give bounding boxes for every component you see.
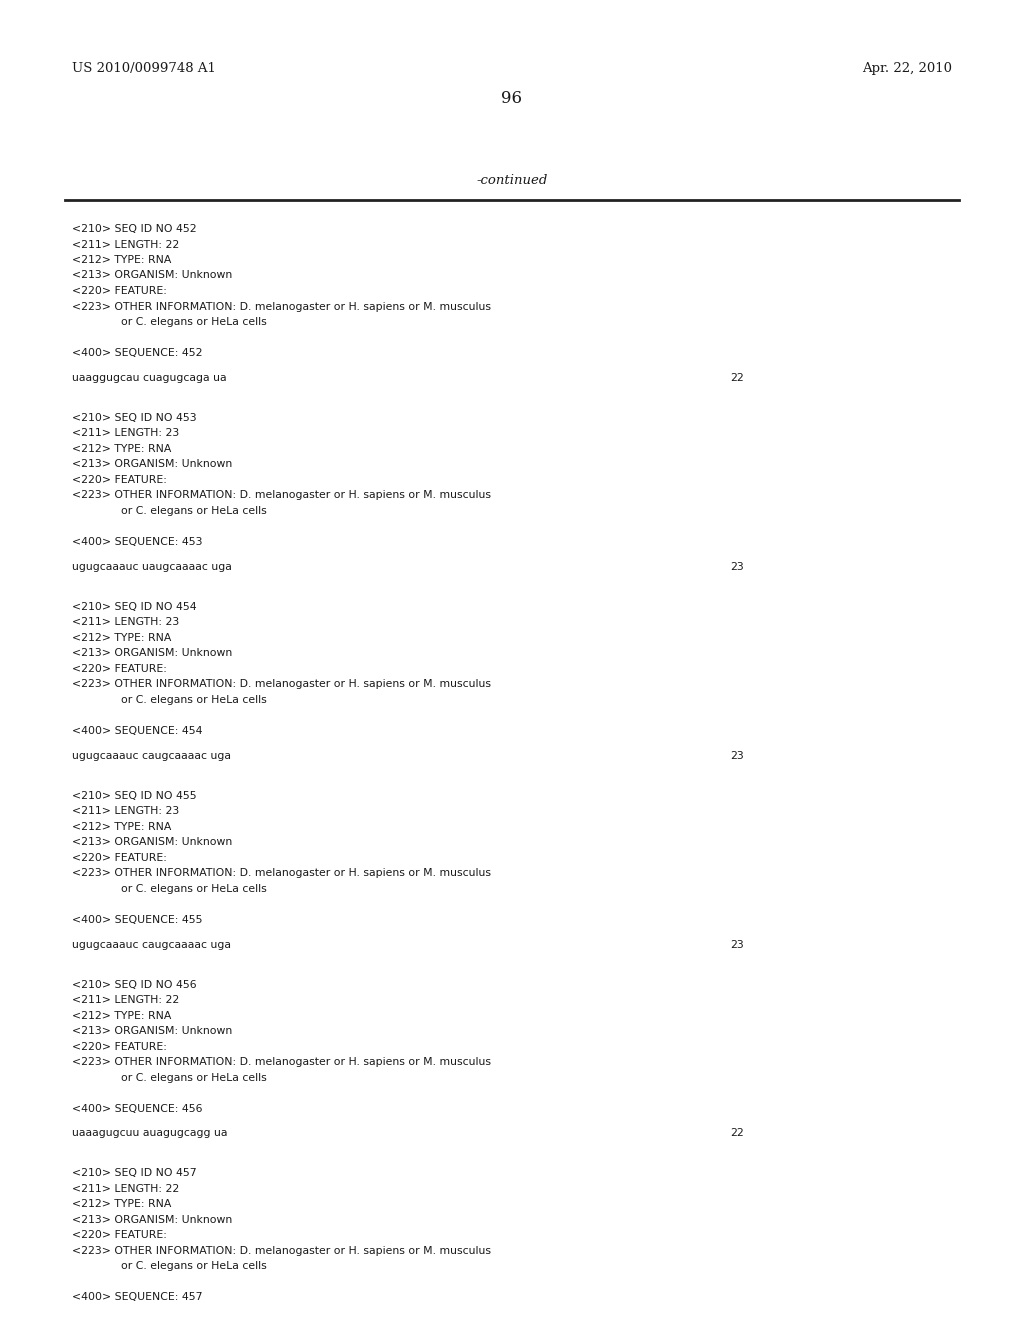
Text: or C. elegans or HeLa cells: or C. elegans or HeLa cells [72,883,266,894]
Text: <220> FEATURE:: <220> FEATURE: [72,664,167,673]
Text: or C. elegans or HeLa cells: or C. elegans or HeLa cells [72,317,266,327]
Text: <220> FEATURE:: <220> FEATURE: [72,1230,167,1241]
Text: -continued: -continued [476,174,548,187]
Text: <213> ORGANISM: Unknown: <213> ORGANISM: Unknown [72,459,232,470]
Text: <212> TYPE: RNA: <212> TYPE: RNA [72,821,171,832]
Text: <223> OTHER INFORMATION: D. melanogaster or H. sapiens or M. musculus: <223> OTHER INFORMATION: D. melanogaster… [72,680,490,689]
Text: uaaagugcuu auagugcagg ua: uaaagugcuu auagugcagg ua [72,1129,227,1138]
Text: 23: 23 [730,751,743,760]
Text: <211> LENGTH: 23: <211> LENGTH: 23 [72,429,179,438]
Text: or C. elegans or HeLa cells: or C. elegans or HeLa cells [72,506,266,516]
Text: <223> OTHER INFORMATION: D. melanogaster or H. sapiens or M. musculus: <223> OTHER INFORMATION: D. melanogaster… [72,491,490,500]
Text: or C. elegans or HeLa cells: or C. elegans or HeLa cells [72,1262,266,1271]
Text: <210> SEQ ID NO 456: <210> SEQ ID NO 456 [72,979,197,990]
Text: <211> LENGTH: 22: <211> LENGTH: 22 [72,1184,179,1195]
Text: <400> SEQUENCE: 452: <400> SEQUENCE: 452 [72,348,203,358]
Text: <400> SEQUENCE: 455: <400> SEQUENCE: 455 [72,915,203,925]
Text: <213> ORGANISM: Unknown: <213> ORGANISM: Unknown [72,837,232,847]
Text: or C. elegans or HeLa cells: or C. elegans or HeLa cells [72,694,266,705]
Text: <400> SEQUENCE: 453: <400> SEQUENCE: 453 [72,537,203,546]
Text: <223> OTHER INFORMATION: D. melanogaster or H. sapiens or M. musculus: <223> OTHER INFORMATION: D. melanogaster… [72,301,490,312]
Text: <211> LENGTH: 22: <211> LENGTH: 22 [72,239,179,249]
Text: <210> SEQ ID NO 454: <210> SEQ ID NO 454 [72,602,197,611]
Text: <220> FEATURE:: <220> FEATURE: [72,286,167,296]
Text: <213> ORGANISM: Unknown: <213> ORGANISM: Unknown [72,1214,232,1225]
Text: ugugcaaauc caugcaaaac uga: ugugcaaauc caugcaaaac uga [72,940,231,949]
Text: US 2010/0099748 A1: US 2010/0099748 A1 [72,62,216,75]
Text: 23: 23 [730,940,743,949]
Text: <400> SEQUENCE: 457: <400> SEQUENCE: 457 [72,1292,203,1303]
Text: <223> OTHER INFORMATION: D. melanogaster or H. sapiens or M. musculus: <223> OTHER INFORMATION: D. melanogaster… [72,1057,490,1067]
Text: <211> LENGTH: 22: <211> LENGTH: 22 [72,995,179,1005]
Text: <213> ORGANISM: Unknown: <213> ORGANISM: Unknown [72,1026,232,1036]
Text: <220> FEATURE:: <220> FEATURE: [72,853,167,863]
Text: ugugcaaauc caugcaaaac uga: ugugcaaauc caugcaaaac uga [72,751,231,760]
Text: 96: 96 [502,90,522,107]
Text: <213> ORGANISM: Unknown: <213> ORGANISM: Unknown [72,271,232,281]
Text: 22: 22 [730,1129,743,1138]
Text: <223> OTHER INFORMATION: D. melanogaster or H. sapiens or M. musculus: <223> OTHER INFORMATION: D. melanogaster… [72,869,490,878]
Text: <212> TYPE: RNA: <212> TYPE: RNA [72,444,171,454]
Text: Apr. 22, 2010: Apr. 22, 2010 [862,62,952,75]
Text: <210> SEQ ID NO 453: <210> SEQ ID NO 453 [72,413,197,422]
Text: <400> SEQUENCE: 454: <400> SEQUENCE: 454 [72,726,203,735]
Text: <212> TYPE: RNA: <212> TYPE: RNA [72,1200,171,1209]
Text: <210> SEQ ID NO 452: <210> SEQ ID NO 452 [72,224,197,234]
Text: <223> OTHER INFORMATION: D. melanogaster or H. sapiens or M. musculus: <223> OTHER INFORMATION: D. melanogaster… [72,1246,490,1257]
Text: uaaggugcau cuagugcaga ua: uaaggugcau cuagugcaga ua [72,372,226,383]
Text: <210> SEQ ID NO 455: <210> SEQ ID NO 455 [72,791,197,801]
Text: or C. elegans or HeLa cells: or C. elegans or HeLa cells [72,1073,266,1082]
Text: <212> TYPE: RNA: <212> TYPE: RNA [72,255,171,265]
Text: ugugcaaauc uaugcaaaac uga: ugugcaaauc uaugcaaaac uga [72,562,231,572]
Text: <210> SEQ ID NO 457: <210> SEQ ID NO 457 [72,1168,197,1179]
Text: <220> FEATURE:: <220> FEATURE: [72,475,167,484]
Text: <211> LENGTH: 23: <211> LENGTH: 23 [72,807,179,816]
Text: <220> FEATURE:: <220> FEATURE: [72,1041,167,1052]
Text: <213> ORGANISM: Unknown: <213> ORGANISM: Unknown [72,648,232,659]
Text: 22: 22 [730,372,743,383]
Text: <400> SEQUENCE: 456: <400> SEQUENCE: 456 [72,1104,203,1114]
Text: <212> TYPE: RNA: <212> TYPE: RNA [72,1011,171,1020]
Text: <211> LENGTH: 23: <211> LENGTH: 23 [72,618,179,627]
Text: 23: 23 [730,562,743,572]
Text: <212> TYPE: RNA: <212> TYPE: RNA [72,632,171,643]
